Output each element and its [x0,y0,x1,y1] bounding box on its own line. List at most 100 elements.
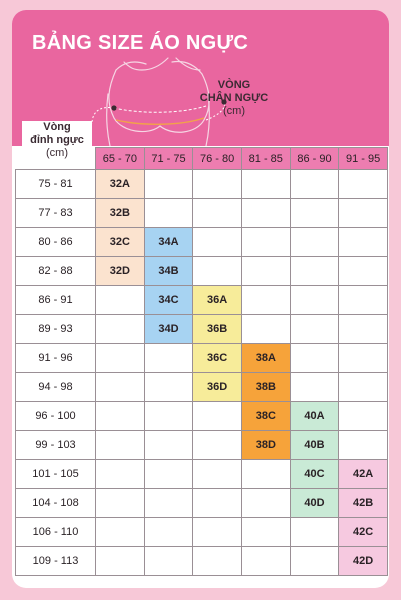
empty-cell [240,459,291,489]
empty-cell [143,459,194,489]
column-header: 76 - 80 [192,147,242,170]
empty-cell [95,546,145,576]
table-row: 101 - 105 40C 42A [15,459,388,489]
empty-cell [240,227,291,257]
empty-cell [143,488,194,518]
size-cell: 36D [192,372,242,402]
empty-cell [338,198,388,228]
size-cell: 40D [289,488,340,518]
empty-cell [289,372,340,402]
bust-label-line1: Vòng [43,121,71,133]
empty-cell [143,401,194,431]
empty-cell [95,517,145,547]
column-header: 71 - 75 [143,147,194,170]
size-cell: 42B [338,488,388,518]
underbust-label-unit: (cm) [223,105,245,117]
size-cell: 42C [338,517,388,547]
row-label: 99 - 103 [15,430,96,460]
empty-cell [338,169,388,199]
size-cell: 34A [143,227,194,257]
table-row: 99 - 103 38D 40B [15,430,388,460]
underbust-label-line2: CHÂN NGỰC [199,92,269,104]
size-table: 65 - 70 71 - 75 76 - 80 81 - 85 86 - 90 … [15,147,388,576]
empty-cell [95,488,145,518]
empty-cell [289,343,340,373]
bust-label-line2: đỉnh ngực [30,134,84,146]
size-cell: 38D [240,430,291,460]
empty-cell [143,343,194,373]
column-header: 81 - 85 [240,147,291,170]
empty-cell [240,169,291,199]
row-label: 82 - 88 [15,256,96,286]
empty-cell [338,256,388,286]
empty-cell [192,198,242,228]
size-table-body: 75 - 81 32A 77 - 83 32B 80 - 86 32C 34A 82 - 88… [15,169,388,576]
empty-cell [338,343,388,373]
row-label: 101 - 105 [15,459,96,489]
row-label: 109 - 113 [15,546,96,576]
table-row: 77 - 83 32B [15,198,388,228]
row-label: 96 - 100 [15,401,96,431]
size-cell: 36B [192,314,242,344]
empty-cell [192,488,242,518]
row-label: 89 - 93 [15,314,96,344]
size-cell: 32A [95,169,145,199]
empty-cell [143,169,194,199]
empty-cell [338,430,388,460]
empty-cell [95,285,145,315]
size-chart-card: BẢNG SIZE ÁO NGỰC [12,10,389,588]
empty-cell [338,314,388,344]
empty-cell [289,546,340,576]
size-cell: 38A [240,343,291,373]
empty-cell [338,372,388,402]
table-row: 82 - 88 32D 34B [15,256,388,286]
empty-cell [289,227,340,257]
empty-cell [143,546,194,576]
empty-cell [192,459,242,489]
empty-cell [192,169,242,199]
size-cell: 40B [289,430,340,460]
empty-cell [95,343,145,373]
size-cell: 40A [289,401,340,431]
size-cell: 34C [143,285,194,315]
table-row: 91 - 96 36C 38A [15,343,388,373]
empty-cell [289,256,340,286]
empty-cell [240,488,291,518]
size-cell: 36A [192,285,242,315]
size-cell: 38B [240,372,291,402]
row-label: 75 - 81 [15,169,96,199]
row-label: 106 - 110 [15,517,96,547]
empty-cell [240,256,291,286]
column-header: 65 - 70 [95,147,145,170]
empty-cell [192,517,242,547]
size-cell: 38C [240,401,291,431]
empty-cell [240,198,291,228]
empty-cell [143,430,194,460]
empty-cell [289,285,340,315]
table-row: 86 - 91 34C 36A [15,285,388,315]
table-row: 96 - 100 38C 40A [15,401,388,431]
row-label: 77 - 83 [15,198,96,228]
column-header: 91 - 95 [338,147,388,170]
empty-cell [95,372,145,402]
row-label: 104 - 108 [15,488,96,518]
empty-cell [338,401,388,431]
size-cell: 36C [192,343,242,373]
size-cell: 34D [143,314,194,344]
row-label: 86 - 91 [15,285,96,315]
column-header-row: 65 - 70 71 - 75 76 - 80 81 - 85 86 - 90 … [15,147,388,170]
empty-cell [338,285,388,315]
size-cell: 34B [143,256,194,286]
page-title: BẢNG SIZE ÁO NGỰC [32,32,249,54]
empty-cell [192,401,242,431]
table-row: 75 - 81 32A [15,169,388,199]
empty-cell [240,517,291,547]
empty-cell [95,314,145,344]
underbust-label: VÒNG CHÂN NGỰC (cm) [197,79,271,118]
empty-cell [289,517,340,547]
table-row: 94 - 98 36D 38B [15,372,388,402]
size-cell: 42D [338,546,388,576]
empty-cell [143,517,194,547]
empty-cell [240,314,291,344]
table-row: 89 - 93 34D 36B [15,314,388,344]
